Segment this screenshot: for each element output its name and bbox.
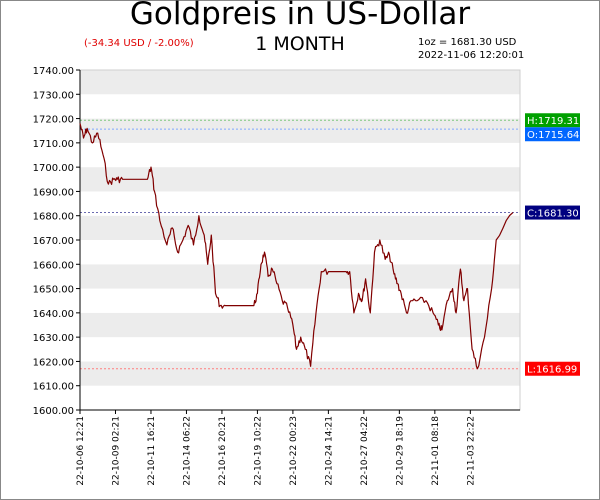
price-series-line: [79, 123, 514, 370]
x-tick-label: 22-11-01 08:18: [431, 416, 441, 486]
x-tick-label: 22-10-06 12:21: [76, 416, 86, 486]
close-marker-label: C:1681.30: [527, 209, 579, 220]
x-tick-label: 22-10-29 18:19: [395, 416, 405, 486]
grid-bands: [79, 69, 521, 411]
high-marker-label: H:1719.31: [527, 116, 579, 127]
quote-timestamp: 2022-11-06 12:20:01: [418, 50, 525, 61]
reference-lines: [80, 119, 520, 370]
open-marker-label: O:1715.64: [527, 130, 579, 141]
grid-band: [80, 361, 520, 386]
chart-period: 1 MONTH: [255, 33, 345, 55]
x-tick-label: 22-10-14 06:22: [182, 416, 192, 486]
low-marker-label: L:1616.99: [527, 365, 577, 376]
grid-band: [80, 142, 520, 168]
x-tick-label: 22-10-09 02:21: [111, 416, 121, 486]
grid-band: [80, 264, 520, 289]
x-tick-label: 22-11-03 22:22: [466, 416, 476, 486]
x-tick-label: 22-10-16 20:21: [218, 416, 228, 486]
x-tick-label: 22-10-19 10:22: [253, 416, 263, 486]
close-marker-box: [525, 205, 580, 220]
y-tick-label: 1620.00: [33, 357, 74, 368]
current-price: 1oz = 1681.30 USD: [418, 37, 517, 48]
grid-band: [80, 288, 520, 313]
y-tick-label: 1690.00: [33, 187, 74, 198]
quote-info: 1oz = 1681.30 USD 2022-11-06 12:20:01: [418, 36, 524, 62]
y-axis: 1600.00 1610.00 1620.00 1630.00 1640.00 1650.…: [33, 66, 81, 417]
y-tick-label: 1730.00: [33, 90, 74, 101]
grid-band: [80, 312, 520, 338]
grid-band: [80, 215, 520, 240]
y-tick-label: 1740.00: [33, 66, 74, 77]
grid-band: [80, 191, 520, 216]
chart-title: Goldpreis in US-Dollar: [129, 0, 471, 32]
y-tick-label: 1640.00: [33, 309, 74, 320]
x-tick-label: 22-10-11 16:21: [147, 416, 157, 486]
y-tick-label: 1660.00: [33, 260, 74, 271]
open-marker-box: [525, 127, 580, 142]
y-tick-label: 1700.00: [33, 163, 74, 174]
grid-band: [80, 70, 520, 95]
grid-band: [80, 240, 520, 265]
grid-band: [80, 118, 520, 143]
low-marker-box: [525, 361, 580, 376]
grid-band: [80, 385, 520, 410]
y-tick-label: 1670.00: [33, 236, 74, 247]
x-tick-label: 22-10-24 14:21: [324, 416, 334, 486]
x-tick-label: 22-10-27 04:22: [360, 416, 370, 486]
price-change: (-34.34 USD / -2.00%): [84, 38, 194, 49]
x-axis: 22-10-06 12:21 22-10-09 02:21 22-10-11 16:…: [76, 409, 520, 486]
grid-band: [80, 94, 520, 119]
y-tick-label: 1680.00: [33, 212, 74, 223]
y-tick-label: 1650.00: [33, 285, 74, 296]
y-tick-label: 1600.00: [33, 406, 74, 417]
y-tick-label: 1630.00: [33, 333, 74, 344]
y-tick-label: 1610.00: [33, 382, 74, 393]
high-marker-box: [525, 113, 580, 128]
y-tick-label: 1710.00: [33, 139, 74, 150]
y-tick-label: 1720.00: [33, 115, 74, 126]
marker-labels: H:1719.31 O:1715.64 C:1681.30 L:1616.99: [525, 113, 580, 376]
x-tick-label: 22-10-22 00:23: [289, 416, 299, 486]
